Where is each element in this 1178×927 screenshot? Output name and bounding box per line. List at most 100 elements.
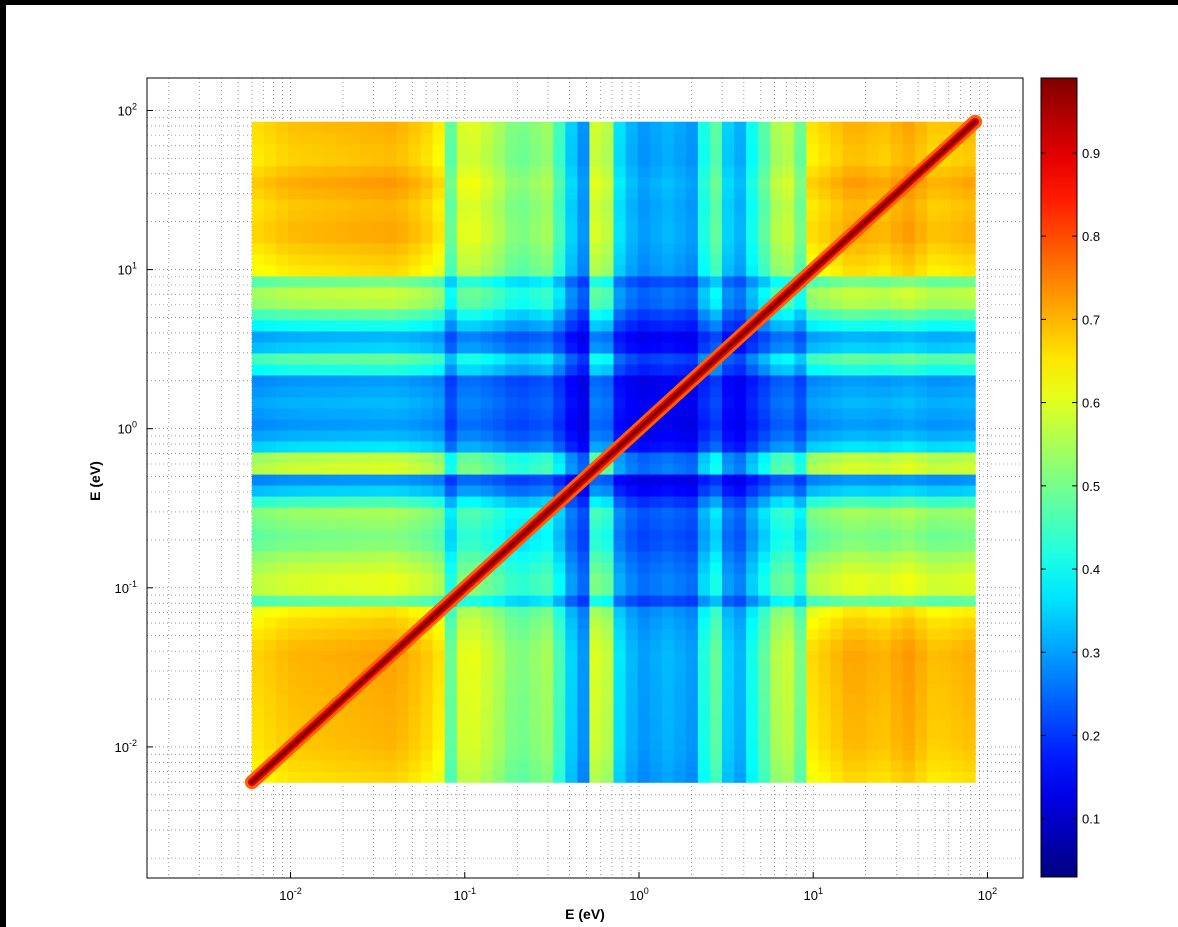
heatmap-cell bbox=[782, 341, 795, 354]
heatmap-cell bbox=[926, 473, 940, 486]
heatmap-cell bbox=[746, 606, 759, 618]
heatmap-cell bbox=[276, 440, 289, 453]
heatmap-cell bbox=[396, 562, 410, 574]
heatmap-cell bbox=[517, 451, 530, 464]
heatmap-cell bbox=[505, 595, 518, 607]
heatmap-cell bbox=[878, 308, 892, 321]
heatmap-cell bbox=[734, 286, 747, 299]
heatmap-cell bbox=[529, 562, 542, 574]
heatmap-cell bbox=[625, 275, 639, 288]
heatmap-cell bbox=[938, 385, 952, 398]
heatmap-cell bbox=[324, 275, 337, 288]
x-axis-ticks: 10-2 10-1 100 101 102 bbox=[279, 872, 997, 903]
heatmap-cell bbox=[890, 275, 904, 288]
heatmap-cell bbox=[854, 650, 868, 662]
heatmap-cell bbox=[601, 396, 615, 409]
heatmap-cell bbox=[408, 187, 422, 200]
heatmap-cell bbox=[746, 176, 759, 189]
heatmap-cell bbox=[276, 154, 289, 167]
heatmap-cell bbox=[938, 275, 952, 288]
heatmap-cell bbox=[963, 628, 976, 640]
heatmap-cell bbox=[878, 661, 892, 673]
heatmap-cell bbox=[854, 297, 868, 310]
heatmap-cell bbox=[456, 363, 470, 376]
heatmap-cell bbox=[336, 418, 349, 431]
heatmap-cell bbox=[951, 396, 964, 409]
heatmap-cell bbox=[722, 242, 735, 255]
heatmap-cell bbox=[914, 220, 928, 233]
heatmap-cell bbox=[565, 143, 578, 156]
heatmap-cell bbox=[926, 385, 940, 398]
heatmap-cell bbox=[505, 716, 518, 728]
heatmap-cell bbox=[541, 209, 554, 222]
heatmap-cell bbox=[758, 264, 771, 277]
heatmap-cell bbox=[926, 286, 940, 299]
heatmap-cell bbox=[746, 374, 759, 387]
heatmap-cell bbox=[468, 451, 482, 464]
heatmap-cell bbox=[806, 727, 820, 739]
heatmap-cell bbox=[348, 165, 361, 178]
heatmap-cell bbox=[360, 297, 374, 310]
heatmap-cell bbox=[263, 551, 277, 563]
heatmap-cell bbox=[842, 495, 856, 508]
heatmap-cell bbox=[263, 738, 277, 750]
heatmap-cell bbox=[276, 562, 289, 574]
heatmap-cell bbox=[408, 418, 422, 431]
heatmap-cell bbox=[866, 650, 880, 662]
heatmap-cell bbox=[444, 187, 458, 200]
heatmap-cell bbox=[963, 231, 976, 244]
heatmap-cell bbox=[348, 198, 361, 211]
heatmap-cell bbox=[734, 661, 747, 673]
heatmap-cell bbox=[854, 694, 868, 706]
heatmap-cell bbox=[553, 639, 566, 651]
heatmap-cell bbox=[685, 650, 699, 662]
heatmap-cell bbox=[794, 506, 807, 519]
heatmap-cell bbox=[709, 341, 723, 354]
heatmap-cell bbox=[794, 451, 807, 464]
heatmap-cell bbox=[782, 506, 795, 519]
heatmap-cell bbox=[444, 529, 458, 541]
heatmap-cell bbox=[625, 165, 639, 178]
heatmap-cell bbox=[637, 429, 651, 442]
heatmap-cell bbox=[649, 672, 663, 684]
heatmap-cell bbox=[685, 363, 699, 376]
heatmap-cell bbox=[468, 738, 482, 750]
heatmap-cell bbox=[830, 143, 844, 156]
heatmap-cell bbox=[625, 617, 639, 629]
heatmap-cell bbox=[432, 198, 446, 211]
heatmap-cell bbox=[818, 165, 832, 178]
heatmap-cell bbox=[673, 330, 687, 343]
heatmap-cell bbox=[553, 716, 566, 728]
heatmap-cell bbox=[565, 529, 578, 541]
heatmap-cell bbox=[541, 319, 554, 332]
heatmap-cell bbox=[589, 264, 603, 277]
heatmap-cell bbox=[263, 727, 277, 739]
heatmap-cell bbox=[722, 672, 735, 684]
heatmap-cell bbox=[384, 749, 398, 761]
heatmap-cell bbox=[312, 451, 325, 464]
heatmap-cell bbox=[251, 738, 265, 750]
heatmap-cell bbox=[601, 121, 615, 134]
heatmap-cell bbox=[492, 385, 506, 398]
heatmap-cell bbox=[770, 584, 783, 596]
heatmap-cell bbox=[263, 374, 277, 387]
heatmap-cell bbox=[577, 440, 591, 453]
heatmap-cell bbox=[902, 121, 916, 134]
heatmap-cell bbox=[324, 760, 337, 772]
heatmap-cell bbox=[492, 198, 506, 211]
heatmap-cell bbox=[505, 253, 518, 266]
heatmap-cell bbox=[613, 297, 627, 310]
heatmap-cell bbox=[854, 165, 868, 178]
heatmap-cell bbox=[637, 165, 651, 178]
heatmap-cell bbox=[384, 506, 398, 519]
heatmap-cell bbox=[878, 220, 892, 233]
heatmap-cell bbox=[360, 573, 374, 585]
heatmap-cell bbox=[963, 672, 976, 684]
heatmap-cell bbox=[938, 198, 952, 211]
heatmap-cell bbox=[288, 363, 301, 376]
heatmap-cell bbox=[288, 176, 301, 189]
heatmap-cell bbox=[396, 286, 410, 299]
heatmap-cell bbox=[818, 396, 832, 409]
heatmap-cell bbox=[589, 595, 603, 607]
heatmap-cell bbox=[300, 319, 313, 332]
